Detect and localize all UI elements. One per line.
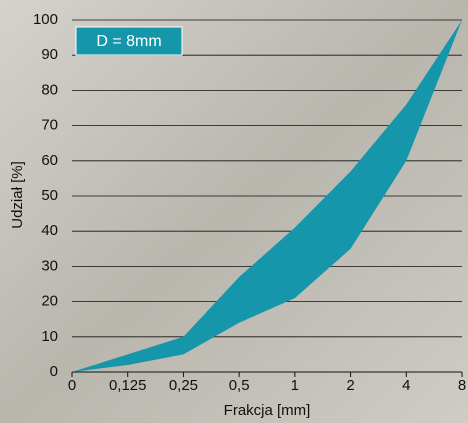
y-tick-label: 70: [41, 117, 58, 134]
background: [0, 0, 468, 423]
y-axis-title: Udział [%]: [9, 161, 26, 229]
y-tick-label: 100: [33, 11, 58, 28]
x-tick-label: 2: [346, 377, 354, 394]
y-tick-label: 20: [41, 293, 58, 310]
chart: Udział [%] Frakcja [mm] 0102030405060708…: [0, 0, 468, 423]
y-tick-label: 60: [41, 152, 58, 169]
y-tick-label: 0: [50, 363, 58, 380]
x-tick-label: 8: [458, 377, 466, 394]
x-axis-title: Frakcja [mm]: [224, 402, 311, 419]
y-tick-label: 80: [41, 81, 58, 98]
x-tick-label: 0,125: [109, 377, 147, 394]
y-tick-label: 40: [41, 222, 58, 239]
x-tick-label: 1: [291, 377, 299, 394]
x-tick-label: 4: [402, 377, 410, 394]
x-tick-label: 0,25: [169, 377, 198, 394]
y-tick-label: 30: [41, 257, 58, 274]
annotation: D = 8mm: [96, 33, 161, 50]
x-tick-label: 0,5: [229, 377, 250, 394]
y-tick-label: 10: [41, 328, 58, 345]
y-tick-label: 90: [41, 46, 58, 63]
y-tick-label: 50: [41, 187, 58, 204]
x-tick-label: 0: [68, 377, 76, 394]
